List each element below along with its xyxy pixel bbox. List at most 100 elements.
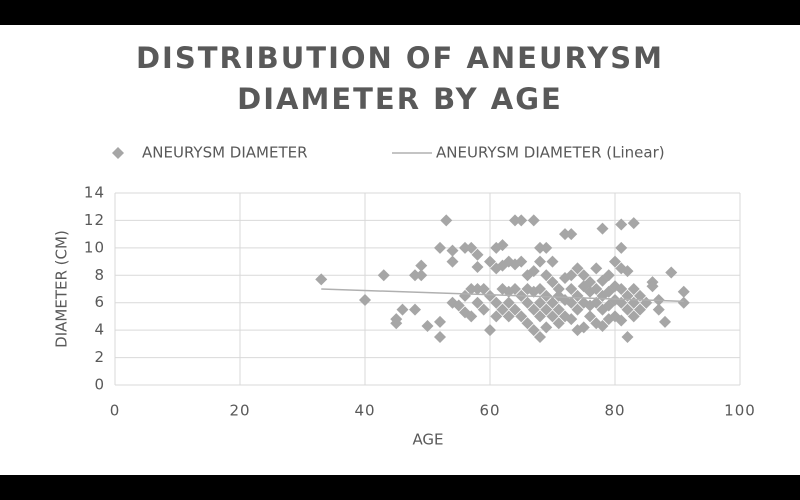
point <box>565 296 578 309</box>
point <box>521 296 534 309</box>
point <box>590 262 603 275</box>
point <box>496 239 509 252</box>
point <box>484 324 496 337</box>
point <box>565 313 578 326</box>
point <box>515 214 528 227</box>
point <box>634 303 646 316</box>
point <box>521 317 534 330</box>
point <box>659 315 671 328</box>
point <box>584 310 596 323</box>
point <box>571 262 584 275</box>
y-tick-label: 14 <box>84 184 105 202</box>
point <box>615 283 628 295</box>
point <box>484 255 496 268</box>
point <box>546 255 559 268</box>
x-tick-label: 40 <box>354 402 375 420</box>
point <box>590 296 603 309</box>
point <box>546 296 559 309</box>
x-tick-label: 0 <box>110 402 121 420</box>
point <box>634 289 646 302</box>
point <box>465 310 478 323</box>
point <box>415 259 428 272</box>
y-tick-label: 2 <box>94 348 105 366</box>
point <box>440 214 453 227</box>
point <box>602 269 615 282</box>
legend-label: ANEURYSM DIAMETER (Linear) <box>436 144 665 162</box>
point <box>540 241 553 254</box>
point <box>577 321 590 334</box>
point <box>546 276 559 289</box>
point <box>359 293 371 306</box>
x-tick-label: 20 <box>229 402 250 420</box>
point <box>621 331 634 343</box>
point <box>496 303 509 316</box>
point <box>615 314 628 327</box>
legend-label: ANEURYSM DIAMETER <box>142 144 308 162</box>
point <box>596 320 609 333</box>
point <box>409 269 421 282</box>
point <box>515 310 528 323</box>
point <box>502 296 515 309</box>
x-tick-label: 100 <box>724 402 756 420</box>
point <box>490 296 503 309</box>
chart-title: DIAMETER BY AGE <box>237 82 563 116</box>
point <box>677 296 690 309</box>
point <box>471 248 484 261</box>
point <box>546 310 559 323</box>
y-tick-label: 8 <box>94 266 105 284</box>
chart-title: DISTRIBUTION OF ANEURYSM <box>136 41 664 75</box>
point <box>315 273 328 286</box>
point <box>540 269 553 282</box>
point <box>534 310 546 323</box>
background <box>0 25 800 475</box>
point <box>627 217 640 230</box>
point <box>415 269 428 282</box>
point <box>534 241 546 254</box>
y-axis-label: DIAMETER (CM) <box>53 230 71 348</box>
point <box>509 283 521 295</box>
point <box>577 269 590 282</box>
point <box>452 299 465 312</box>
point <box>434 331 446 343</box>
y-tick-label: 12 <box>84 211 105 229</box>
point <box>615 241 628 254</box>
point <box>527 303 540 316</box>
point <box>621 303 634 316</box>
point <box>590 283 603 295</box>
point <box>465 283 478 295</box>
point <box>527 214 540 227</box>
point <box>565 269 578 282</box>
x-axis-label: AGE <box>412 431 443 449</box>
point <box>471 283 484 295</box>
y-tick-label: 0 <box>94 376 105 394</box>
trend-line <box>321 288 684 303</box>
point <box>565 283 578 295</box>
point <box>534 296 546 309</box>
point <box>434 241 446 254</box>
point <box>509 214 521 227</box>
y-tick-label: 6 <box>94 293 105 311</box>
point <box>621 265 634 278</box>
point <box>490 310 503 323</box>
point <box>571 289 584 302</box>
point <box>459 289 471 302</box>
point <box>446 244 459 257</box>
point <box>627 283 640 295</box>
point <box>471 261 484 274</box>
y-tick-label: 10 <box>84 238 105 256</box>
point <box>421 320 434 333</box>
point <box>502 310 515 323</box>
point <box>515 255 528 268</box>
point <box>540 321 553 334</box>
point <box>609 255 621 268</box>
point <box>652 303 665 316</box>
point <box>571 303 584 316</box>
point <box>552 317 565 330</box>
point <box>434 315 446 328</box>
point <box>477 303 490 316</box>
point <box>527 265 540 278</box>
legend-swatch <box>112 147 124 159</box>
y-tick-label: 4 <box>94 321 105 339</box>
point <box>459 241 471 254</box>
